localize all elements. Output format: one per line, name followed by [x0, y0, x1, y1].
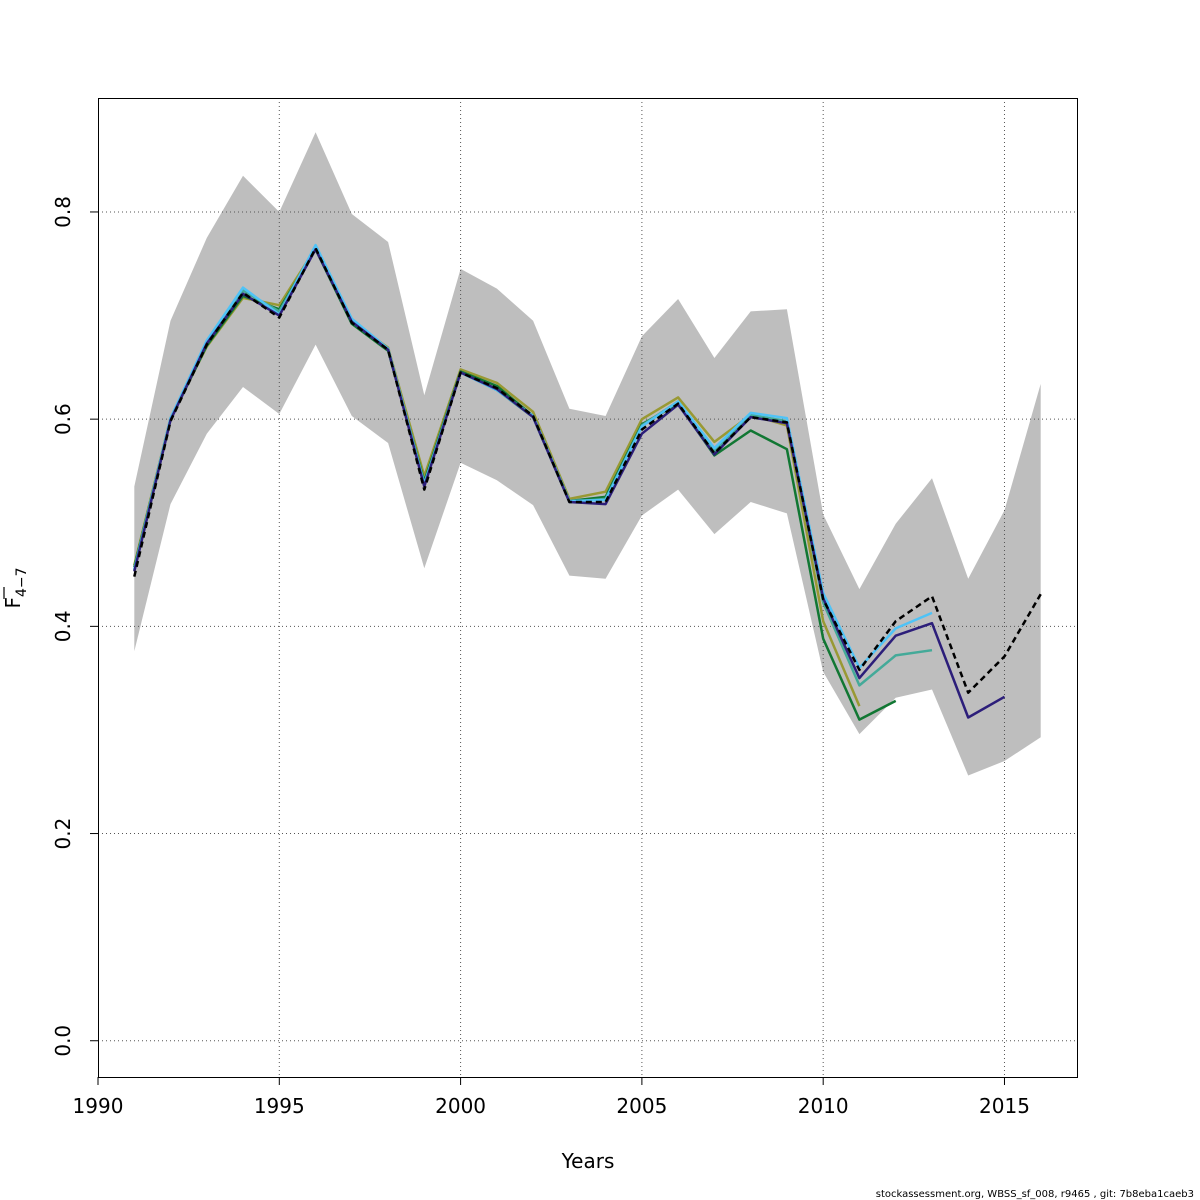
- y-tick-label: 0.4: [51, 610, 75, 642]
- y-axis-title-sub: 4−7: [14, 567, 30, 597]
- x-tick-label: 2005: [616, 1094, 667, 1118]
- series-line-2016: [133, 246, 1042, 694]
- x-tick-label: 2000: [435, 1094, 486, 1118]
- series-layer: [133, 243, 1042, 721]
- x-tick-label: 2010: [798, 1094, 849, 1118]
- confidence-band-layer: [134, 132, 1041, 776]
- plot-frame: [98, 98, 1078, 1078]
- footer-credit: stockassessment.org, WBSS_sf_008, r9465 …: [875, 1189, 1194, 1200]
- y-axis-title: F4−7: [1, 567, 30, 608]
- x-axis-title: Years: [561, 1149, 615, 1173]
- axis-layer: 1990 1995 2000 2005 2010 2015 0.0 0.2 0.4 0.6 0.8: [51, 196, 1030, 1118]
- y-tick-label: 0.8: [51, 196, 75, 228]
- y-axis-title-main: F: [1, 597, 25, 609]
- confidence-band: [134, 132, 1041, 776]
- y-tick-label: 0.0: [51, 1025, 75, 1057]
- x-tick-label: 1990: [73, 1094, 124, 1118]
- svg-text:F4−7: F4−7: [1, 567, 30, 608]
- x-tick-label: 2015: [979, 1094, 1030, 1118]
- x-tick-label: 1995: [254, 1094, 305, 1118]
- y-tick-label: 0.6: [51, 403, 75, 435]
- y-tick-label: 0.2: [51, 818, 75, 850]
